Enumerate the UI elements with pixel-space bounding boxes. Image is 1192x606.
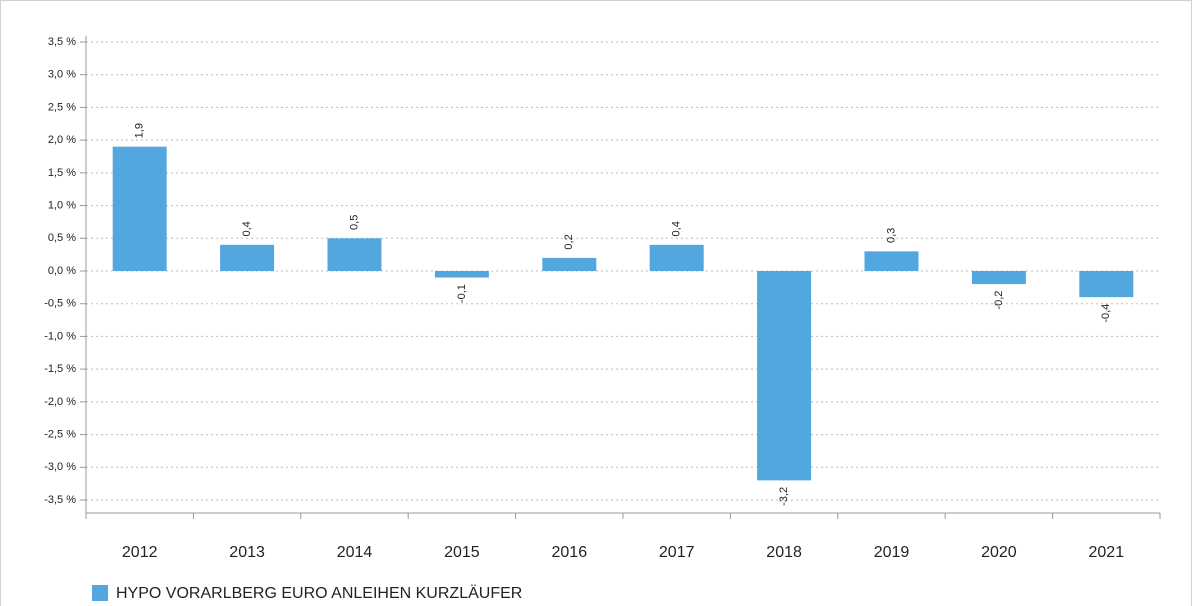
y-tick-label: -0,5 % [44,298,76,310]
y-tick-label: 0,5 % [48,232,76,244]
bar [864,251,919,271]
y-tick-label: 2,5 % [48,101,76,113]
data-label: 0,4 [671,221,683,236]
y-tick-label: -1,0 % [44,330,76,342]
x-tick-label: 2020 [981,544,1017,561]
y-tick-label: 1,0 % [48,199,76,211]
data-label: 0,5 [348,215,360,230]
bar [327,238,382,271]
x-tick-label: 2017 [659,544,695,561]
bar [971,271,1026,285]
bar [1079,271,1134,298]
bar [542,257,597,271]
data-label: -0,4 [1100,304,1112,323]
y-tick-label: -2,0 % [44,396,76,408]
data-label: 0,3 [885,228,897,243]
y-tick-label: -1,5 % [44,363,76,375]
y-tick-label: 3,5 % [48,36,76,48]
y-tick-label: -2,5 % [44,428,76,440]
y-tick-label: -3,0 % [44,461,76,473]
y-tick-label: 1,5 % [48,167,76,179]
bar [434,271,489,278]
legend-label: HYPO VORARLBERG EURO ANLEIHEN KURZLÄUFER [116,584,522,602]
x-tick-label: 2018 [766,544,802,561]
bar [649,244,704,271]
y-tick-label: -3,5 % [44,494,76,506]
x-tick-label: 2014 [337,544,373,561]
bar [757,271,812,481]
legend-swatch [92,585,108,601]
x-tick-label: 2019 [874,544,910,561]
y-tick-label: 3,0 % [48,69,76,81]
data-label: 0,2 [563,234,575,249]
y-tick-label: 2,0 % [48,134,76,146]
x-tick-label: 2016 [552,544,588,561]
data-label: 1,9 [134,123,146,138]
x-tick-label: 2013 [229,544,265,561]
data-label: 0,4 [241,221,253,236]
x-tick-label: 2012 [122,544,158,561]
data-label: -0,1 [456,284,468,303]
data-label: -0,2 [993,291,1005,310]
y-tick-label: 0,0 % [48,265,76,277]
x-tick-label: 2021 [1089,544,1125,561]
data-label: -3,2 [778,487,790,506]
bar [112,146,167,271]
x-tick-label: 2015 [444,544,480,561]
bar [220,244,275,271]
